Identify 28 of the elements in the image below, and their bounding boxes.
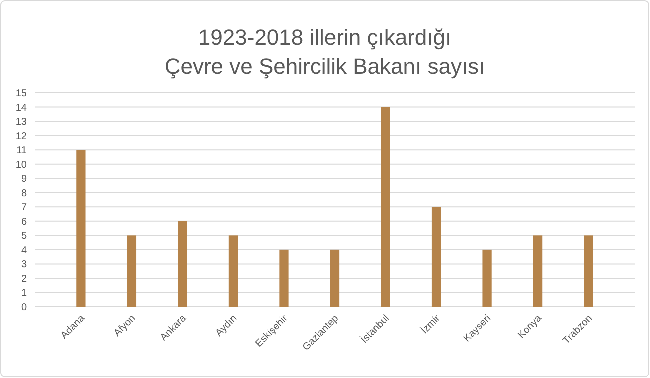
bar [280,250,289,307]
y-tick-label: 4 [21,245,28,256]
y-tick-label: 10 [16,160,28,171]
y-tick-label: 14 [16,102,28,114]
bar [482,250,492,307]
bar [330,250,340,307]
bar [584,236,594,307]
y-tick-label: 8 [21,188,28,200]
y-tick-label: 12 [16,131,28,142]
y-tick-label: 13 [16,117,28,128]
chart-title: 1923-2018 illerin çıkardığı Çevre ve Şehircilik Bakanı sayısı [164,25,486,79]
y-tick-label: 9 [21,174,28,186]
bar [432,207,442,307]
bar [228,236,238,307]
bar [76,150,86,307]
y-tick-label: 5 [21,231,28,242]
y-tick-label: 6 [21,216,28,228]
y-tick-label: 7 [21,202,28,214]
y-tick-label: 0 [21,302,28,314]
y-tick-label: 15 [16,88,28,100]
bar [127,236,137,307]
bar [178,221,188,307]
bar [381,107,390,307]
y-tick-label: 3 [21,260,28,271]
y-tick-label: 2 [21,274,28,285]
bar [533,236,543,307]
y-tick-label: 1 [21,288,28,300]
y-tick-label: 11 [16,146,28,157]
